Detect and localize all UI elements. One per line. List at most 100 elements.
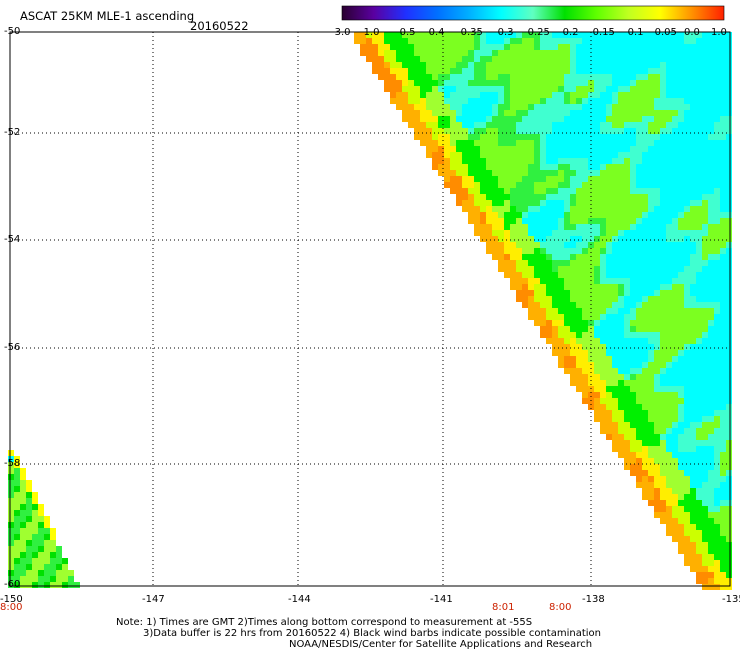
data-cell [504,242,510,248]
data-cell [672,410,678,416]
data-cell [726,170,732,176]
data-cell [504,56,510,62]
data-cell [600,110,606,116]
data-cell [8,504,14,510]
data-cell [666,68,672,74]
data-cell [642,110,648,116]
data-cell [546,320,552,326]
data-cell [510,248,516,254]
data-cell [606,422,612,428]
data-cell [696,422,702,428]
data-cell [576,296,582,302]
data-cell [702,278,708,284]
data-cell [624,398,630,404]
data-cell [636,320,642,326]
data-cell [606,38,612,44]
data-cell [696,374,702,380]
data-cell [636,92,642,98]
data-cell [534,110,540,116]
data-cell [720,38,726,44]
data-cell [546,194,552,200]
data-cell [660,254,666,260]
data-cell [14,534,20,540]
data-cell [702,350,708,356]
data-cell [726,356,732,362]
data-cell [708,572,714,578]
data-cell [564,74,570,80]
data-cell [546,80,552,86]
data-cell [546,206,552,212]
data-cell [414,56,420,62]
data-cell [642,212,648,218]
data-cell [660,320,666,326]
data-cell [588,92,594,98]
data-cell [708,164,714,170]
data-cell [624,332,630,338]
data-cell [396,32,402,38]
data-cell [624,194,630,200]
data-cell [552,320,558,326]
data-cell [702,380,708,386]
data-cell [672,482,678,488]
data-cell [702,584,708,590]
data-cell [570,308,576,314]
data-cell [660,338,666,344]
data-cell [672,56,678,62]
data-cell [660,134,666,140]
data-cell [690,428,696,434]
data-cell [720,98,726,104]
data-cell [432,32,438,38]
data-cell [642,80,648,86]
data-cell [588,68,594,74]
data-cell [714,158,720,164]
data-cell [696,464,702,470]
data-cell [702,158,708,164]
colorbar-label: -0.2 [559,27,579,38]
data-cell [390,80,396,86]
data-cell [702,398,708,404]
data-cell [516,176,522,182]
data-cell [654,128,660,134]
data-cell [666,440,672,446]
data-cell [684,380,690,386]
data-cell [522,104,528,110]
data-cell [26,564,32,570]
data-cell [696,434,702,440]
data-cell [606,410,612,416]
data-cell [690,254,696,260]
data-cell [378,56,384,62]
data-cell [612,164,618,170]
data-cell [654,134,660,140]
data-cell [600,386,606,392]
data-cell [498,122,504,128]
data-cell [672,62,678,68]
data-cell [636,290,642,296]
data-cell [726,194,732,200]
data-cell [38,528,44,534]
data-cell [522,110,528,116]
data-cell [540,74,546,80]
data-cell [684,458,690,464]
data-cell [672,536,678,542]
data-cell [624,248,630,254]
data-cell [606,134,612,140]
data-cell [534,74,540,80]
data-cell [396,44,402,50]
data-cell [414,86,420,92]
data-cell [684,422,690,428]
data-cell [696,500,702,506]
data-cell [14,468,20,474]
data-cell [474,56,480,62]
measurement-time-label: 8:01 [492,602,515,613]
data-cell [702,74,708,80]
data-cell [726,458,732,464]
data-cell [558,212,564,218]
data-cell [438,50,444,56]
data-cell [624,236,630,242]
colorbar-label: -1.0 [360,27,380,38]
data-cell [684,452,690,458]
data-cell [450,98,456,104]
data-cell [582,50,588,56]
data-cell [534,158,540,164]
data-cell [726,224,732,230]
